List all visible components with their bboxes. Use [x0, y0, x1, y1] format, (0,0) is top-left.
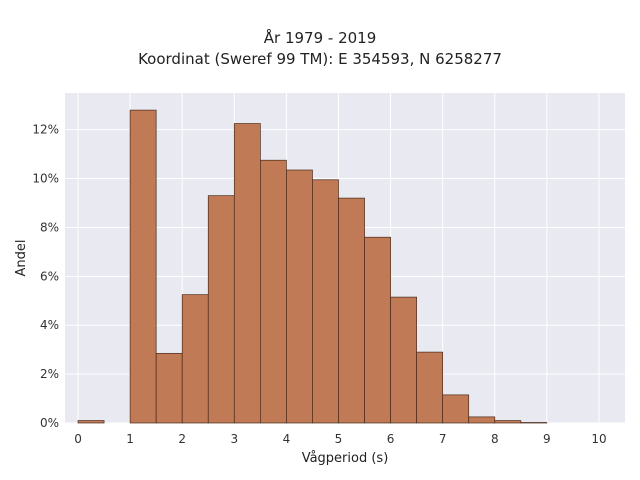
x-axis-label: Vågperiod (s)	[302, 451, 389, 466]
chart-title-line-1: År 1979 - 2019	[263, 29, 377, 47]
y-tick-label: 0%	[40, 416, 59, 430]
histogram-bar	[207, 195, 235, 424]
histogram-bar	[77, 420, 105, 424]
histogram-bars	[77, 109, 548, 424]
histogram-bar	[129, 109, 157, 424]
y-tick-label: 4%	[40, 318, 59, 332]
histogram-bar	[520, 422, 548, 424]
y-axis-label: Andel	[14, 240, 29, 277]
y-axis-ticks: 0% 2% 4% 6% 8% 10% 12%	[32, 123, 59, 430]
y-tick-label: 12%	[32, 123, 59, 137]
x-axis-ticks: 0 1 2 3 4 5 6 7 8 9 10	[74, 432, 606, 446]
histogram-bar	[364, 236, 391, 424]
x-tick-label: 3	[230, 432, 238, 446]
histogram-bar	[442, 394, 470, 424]
y-tick-label: 8%	[40, 220, 59, 234]
x-tick-label: 0	[74, 432, 82, 446]
histogram-bar	[416, 351, 444, 424]
histogram-bar	[312, 179, 339, 424]
y-tick-label: 6%	[40, 269, 59, 283]
x-tick-label: 2	[178, 432, 186, 446]
x-tick-label: 6	[387, 432, 395, 446]
histogram-bar	[155, 352, 183, 424]
x-tick-label: 10	[591, 432, 606, 446]
histogram-bar	[181, 294, 209, 424]
y-tick-label: 10%	[32, 172, 59, 186]
histogram-bar	[286, 169, 313, 424]
histogram-bar	[259, 159, 287, 424]
x-tick-label: 7	[439, 432, 447, 446]
x-tick-label: 1	[126, 432, 134, 446]
x-tick-label: 9	[543, 432, 551, 446]
histogram-bar	[338, 197, 365, 424]
chart-title-line-2: Koordinat (Sweref 99 TM): E 354593, N 62…	[138, 50, 502, 68]
histogram-bar	[390, 296, 417, 424]
x-tick-label: 8	[491, 432, 499, 446]
x-tick-label: 4	[283, 432, 291, 446]
y-tick-label: 2%	[40, 367, 59, 381]
histogram-bar	[468, 416, 496, 424]
histogram-bar	[233, 123, 261, 424]
histogram-bar	[494, 420, 522, 424]
x-tick-label: 5	[335, 432, 343, 446]
